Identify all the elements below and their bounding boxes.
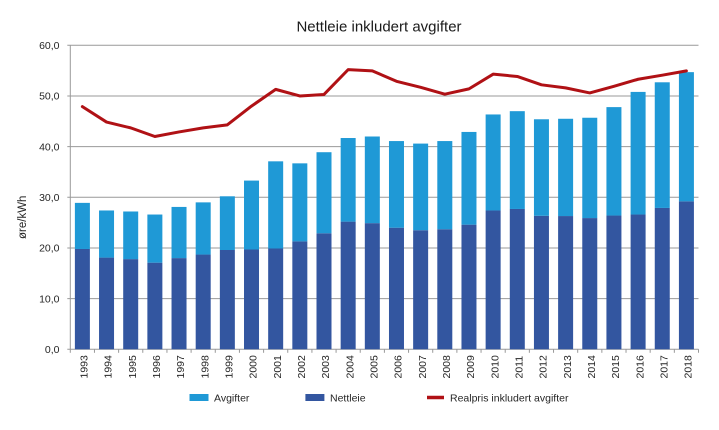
svg-text:2017: 2017 [658, 355, 670, 379]
svg-text:2010: 2010 [489, 355, 501, 379]
svg-text:Nettleie: Nettleie [330, 393, 366, 405]
svg-text:60,0: 60,0 [39, 40, 60, 52]
svg-text:30,0: 30,0 [39, 192, 60, 204]
svg-text:2004: 2004 [344, 355, 356, 379]
svg-text:1993: 1993 [79, 355, 91, 379]
svg-text:2015: 2015 [610, 355, 622, 379]
svg-text:1999: 1999 [224, 355, 236, 379]
svg-text:1998: 1998 [199, 355, 211, 379]
svg-text:40,0: 40,0 [39, 141, 60, 153]
svg-text:2001: 2001 [272, 355, 284, 379]
svg-text:2005: 2005 [369, 355, 381, 379]
svg-text:Avgifter: Avgifter [214, 393, 250, 405]
svg-text:2014: 2014 [586, 355, 598, 379]
svg-text:2016: 2016 [634, 355, 646, 379]
svg-text:2002: 2002 [296, 355, 308, 379]
svg-text:1996: 1996 [151, 355, 163, 379]
svg-text:1994: 1994 [103, 355, 115, 379]
svg-text:Realpris inkludert avgifter: Realpris inkludert avgifter [450, 393, 569, 405]
svg-text:1997: 1997 [175, 355, 187, 379]
svg-text:0,0: 0,0 [45, 344, 60, 356]
svg-text:2003: 2003 [320, 355, 332, 379]
svg-text:2012: 2012 [538, 355, 550, 379]
svg-text:øre/kWh: øre/kWh [17, 196, 29, 239]
svg-text:Nettleie inkludert avgifter: Nettleie inkludert avgifter [296, 19, 461, 36]
svg-text:2008: 2008 [441, 355, 453, 379]
svg-text:2009: 2009 [465, 355, 477, 379]
svg-text:50,0: 50,0 [39, 91, 60, 103]
svg-text:2011: 2011 [513, 356, 525, 379]
svg-text:2006: 2006 [393, 355, 405, 379]
svg-text:2013: 2013 [562, 355, 574, 379]
svg-text:1995: 1995 [127, 355, 139, 379]
svg-text:2000: 2000 [248, 355, 260, 379]
svg-text:2007: 2007 [417, 355, 429, 379]
svg-text:20,0: 20,0 [39, 243, 60, 255]
svg-text:2018: 2018 [683, 355, 695, 379]
svg-text:10,0: 10,0 [39, 293, 60, 305]
